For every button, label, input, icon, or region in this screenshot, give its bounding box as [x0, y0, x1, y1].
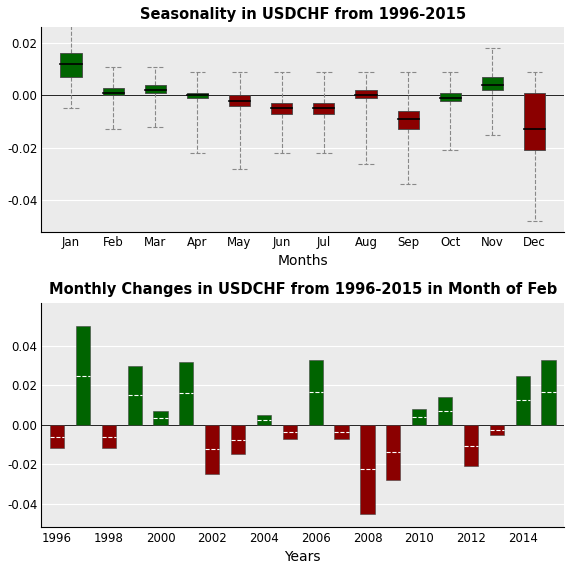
FancyBboxPatch shape	[271, 103, 292, 114]
Bar	[231, 425, 245, 455]
Bar	[438, 397, 452, 425]
FancyBboxPatch shape	[187, 93, 208, 98]
FancyBboxPatch shape	[103, 87, 124, 95]
Bar	[541, 360, 556, 425]
Bar	[50, 425, 64, 448]
FancyBboxPatch shape	[482, 77, 503, 90]
FancyBboxPatch shape	[356, 90, 376, 98]
Bar	[516, 376, 530, 425]
Bar	[308, 360, 323, 425]
Bar	[127, 365, 142, 425]
FancyBboxPatch shape	[524, 93, 545, 150]
Bar	[386, 425, 400, 480]
FancyBboxPatch shape	[144, 85, 166, 93]
Title: Seasonality in USDCHF from 1996-2015: Seasonality in USDCHF from 1996-2015	[140, 7, 466, 22]
FancyBboxPatch shape	[61, 54, 82, 77]
Bar	[205, 425, 219, 474]
Bar	[490, 425, 504, 435]
Bar	[257, 415, 271, 425]
FancyBboxPatch shape	[440, 93, 461, 100]
Bar	[360, 425, 375, 513]
X-axis label: Months: Months	[278, 254, 328, 268]
Bar	[179, 361, 194, 425]
Bar	[464, 425, 478, 466]
FancyBboxPatch shape	[229, 95, 250, 106]
Bar	[412, 409, 427, 425]
Bar	[76, 326, 90, 425]
FancyBboxPatch shape	[313, 103, 335, 114]
Bar	[102, 425, 116, 448]
Bar	[283, 425, 297, 439]
X-axis label: Years: Years	[284, 550, 321, 564]
Bar	[154, 411, 168, 425]
Bar	[335, 425, 349, 439]
Title: Monthly Changes in USDCHF from 1996-2015 in Month of Feb: Monthly Changes in USDCHF from 1996-2015…	[49, 282, 557, 297]
FancyBboxPatch shape	[397, 111, 419, 130]
